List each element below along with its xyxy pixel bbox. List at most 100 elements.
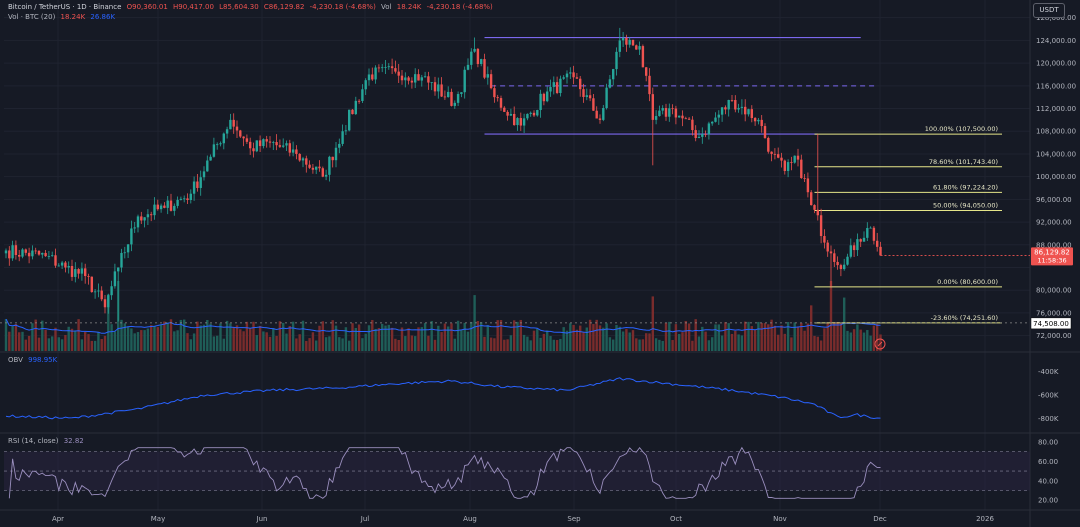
candle-body: [697, 136, 701, 138]
candle-body: [483, 59, 486, 78]
volume-bar: [763, 323, 767, 351]
candle-body: [394, 68, 397, 72]
volume-bar: [588, 319, 592, 351]
volume-bar: [516, 321, 519, 351]
candle-body: [117, 267, 120, 272]
volume-bar: [176, 330, 179, 351]
volume-bar: [324, 337, 328, 351]
volume-bar: [288, 325, 291, 351]
symbol-title[interactable]: Bitcoin / TetherUS · 1D · Binance: [8, 3, 122, 11]
volume-bar: [813, 335, 816, 351]
candle-body: [80, 268, 84, 274]
candle-body: [192, 181, 196, 194]
candle-body: [146, 214, 150, 218]
candle-body: [559, 78, 562, 94]
candle-body: [717, 114, 720, 118]
candle-body: [176, 199, 179, 206]
volume-bar: [123, 323, 126, 351]
candle-body: [318, 166, 321, 169]
time-tick-label: May: [151, 515, 165, 523]
candle-body: [285, 143, 288, 146]
volume-bar: [753, 330, 757, 351]
candle-body: [361, 89, 364, 102]
candle-body: [341, 131, 344, 144]
volume-bar: [843, 297, 846, 351]
volume-bar: [618, 326, 621, 351]
volume-bar: [819, 340, 823, 351]
rsi-legend[interactable]: RSI (14, close) 32.82: [8, 437, 87, 445]
price-tick-label: 104,000.00: [1036, 150, 1076, 158]
volume-bar: [80, 339, 84, 351]
candle-body: [595, 110, 598, 119]
volume-indicator-legend[interactable]: Vol · BTC (20) 18.24K 26.86K: [8, 13, 118, 21]
candle-body: [447, 91, 450, 98]
candle-body: [678, 115, 681, 118]
replay-icon[interactable]: [874, 338, 886, 350]
volume-bar: [572, 324, 575, 351]
candle-body: [433, 82, 437, 92]
candle-body: [374, 67, 377, 80]
candle-body: [460, 92, 463, 95]
volume-bar: [536, 328, 539, 351]
candle-body: [298, 153, 301, 161]
candle-body: [493, 88, 496, 98]
volume-bar: [694, 319, 697, 351]
candle-body: [661, 108, 664, 111]
volume-bar: [549, 336, 552, 351]
candle-body: [869, 227, 872, 229]
volume-bar: [34, 319, 37, 351]
volume-bar: [374, 328, 377, 351]
candle-body: [334, 147, 338, 161]
volume-bar: [47, 338, 51, 351]
volume-bar: [790, 337, 793, 351]
volume-bar: [879, 334, 882, 351]
candle-body: [272, 142, 275, 143]
volume-bar: [258, 325, 262, 351]
volume-bar: [14, 323, 18, 351]
volume-bar: [41, 320, 44, 351]
level-price-value: 74,508.00: [1033, 320, 1069, 328]
candle-body: [249, 141, 252, 149]
candle-body: [331, 156, 334, 161]
volume-bar: [443, 323, 447, 351]
currency-unit-badge[interactable]: USDT: [1033, 3, 1065, 18]
volume-bar: [833, 322, 836, 351]
candle-body: [206, 160, 209, 172]
candle-body: [456, 94, 460, 103]
volume-bar: [717, 324, 720, 351]
volume-bar: [377, 328, 381, 351]
candle-body: [156, 204, 159, 210]
price-tick-label: 80,000.00: [1036, 287, 1072, 295]
price-axis: 128,000.00 124,000.00 120,000.00 116,000.00…: [1030, 14, 1076, 340]
volume-bar: [730, 334, 734, 351]
candle-body: [496, 97, 499, 99]
rsi-line: [8, 446, 881, 499]
obv-legend[interactable]: OBV 998.95K: [8, 356, 60, 364]
candle-body: [664, 108, 668, 117]
candle-body: [60, 262, 64, 266]
time-tick-label: Oct: [670, 515, 682, 523]
fib-level-label: 78.60% (101,743.40): [929, 158, 998, 166]
candle-body: [11, 245, 14, 259]
candle-body: [816, 209, 819, 216]
volume-bar: [219, 323, 222, 351]
level-price-badge[interactable]: 74,508.00: [1030, 317, 1072, 330]
candle-body: [516, 118, 519, 126]
volume-bar: [486, 325, 489, 351]
volume-bar: [866, 330, 869, 351]
candle-body: [196, 181, 199, 188]
price-tick-label: 88,000.00: [1036, 241, 1072, 249]
candle-body: [212, 144, 216, 157]
candle-body: [668, 108, 671, 117]
volume-bar: [641, 339, 645, 351]
volume-bar: [773, 325, 777, 351]
candle-body: [796, 155, 800, 160]
price-tick-label: 100,000.00: [1036, 173, 1076, 181]
chart-header: Bitcoin / TetherUS · 1D · Binance O90,36…: [8, 3, 496, 11]
candle-body: [308, 164, 311, 168]
candle-body: [602, 108, 605, 120]
candle-body: [225, 129, 229, 134]
candle-body: [321, 168, 324, 177]
